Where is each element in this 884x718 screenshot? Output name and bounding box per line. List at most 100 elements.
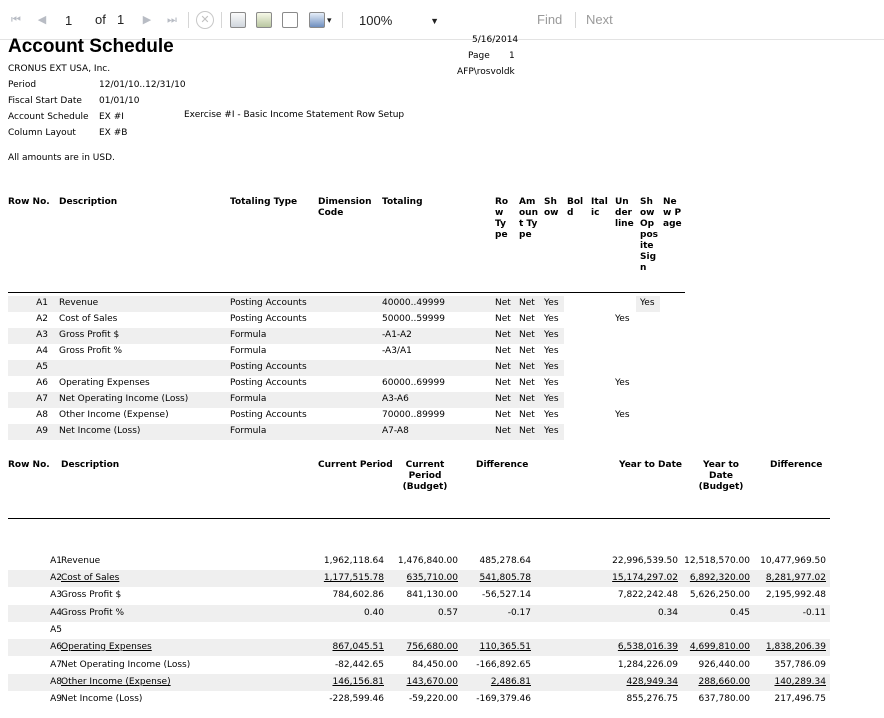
account-schedule-label: Account Schedule — [8, 112, 89, 122]
setup-totaling-type: Posting Accounts — [230, 298, 307, 308]
results-row: A5 — [8, 622, 830, 639]
setup-show: Yes — [544, 314, 559, 324]
results-current-budget: 0.57 — [437, 608, 458, 618]
setup-row-type: Net — [495, 330, 511, 340]
setup-show: Yes — [544, 346, 559, 356]
zoom-select[interactable]: 100% ▼ — [352, 10, 444, 30]
setup-row-no: A1 — [36, 298, 48, 308]
setup-description: Operating Expenses — [59, 378, 150, 388]
results-ytd: 6,538,016.39 — [617, 642, 678, 652]
results-description: Operating Expenses — [61, 642, 152, 652]
setup-description: Other Income (Expense) — [59, 410, 169, 420]
setup-header-rule — [8, 292, 685, 293]
report-title: Account Schedule — [8, 36, 174, 57]
setup-show: Yes — [544, 426, 559, 436]
zoom-dropdown-icon: ▼ — [430, 16, 439, 26]
setup-description: Revenue — [59, 298, 99, 308]
results-description: Revenue — [61, 556, 101, 566]
print-layout-icon[interactable] — [256, 12, 272, 28]
results-header-rule — [8, 518, 830, 519]
results-ytd: 1,284,226.09 — [617, 660, 678, 670]
res-col-current-period: Current Period — [318, 460, 393, 470]
setup-totaling-type: Formula — [230, 426, 267, 436]
setup-totaling: 40000..49999 — [382, 298, 445, 308]
previous-page-icon[interactable]: ◀ — [37, 14, 47, 26]
setup-amount-type: Net — [519, 346, 535, 356]
results-difference: 485,278.64 — [479, 556, 531, 566]
setup-row: A9 Net Income (Loss) Formula A7-A8 Net Net Yes — [8, 424, 564, 440]
last-page-icon[interactable]: ⏭ — [167, 14, 177, 26]
res-col-ytd-budget: Year to Date (Budget) — [698, 460, 744, 492]
results-ytd: 855,276.75 — [626, 694, 678, 704]
results-current-budget: -59,220.00 — [408, 694, 458, 704]
res-col-row-no: Row No. — [8, 460, 50, 470]
results-ytd-budget: 6,892,320.00 — [689, 573, 750, 583]
toolbar-separator — [221, 12, 222, 28]
results-row-no: A7 — [50, 660, 62, 670]
col-show-opposite-sign: Show Opposite Sign — [640, 197, 658, 273]
setup-totaling: -A1-A2 — [382, 330, 412, 340]
results-difference: -166,892.65 — [476, 660, 531, 670]
results-difference: -56,527.14 — [481, 590, 531, 600]
setup-totaling: A7-A8 — [382, 426, 409, 436]
export-icon[interactable] — [309, 12, 325, 28]
results-row-no: A9 — [50, 694, 62, 704]
setup-row-type: Net — [495, 298, 511, 308]
results-ytd-difference: 2,195,992.48 — [765, 590, 826, 600]
period-label: Period — [8, 80, 37, 90]
toolbar-separator — [575, 12, 576, 28]
next-link[interactable]: Next — [586, 12, 613, 27]
find-link[interactable]: Find — [537, 12, 563, 27]
results-row: A4 Gross Profit % 0.40 0.57 -0.17 0.34 0.45 -0.… — [8, 605, 830, 622]
setup-show: Yes — [544, 330, 559, 340]
results-ytd: 22,996,539.50 — [612, 556, 678, 566]
setup-totaling: -A3/A1 — [382, 346, 412, 356]
results-ytd-difference: 8,281,977.02 — [765, 573, 826, 583]
res-col-ytd: Year to Date — [619, 460, 683, 470]
setup-amount-type: Net — [519, 426, 535, 436]
setup-totaling-type: Posting Accounts — [230, 410, 307, 420]
res-col-current-budget: Current Period (Budget) — [402, 460, 448, 492]
page-setup-icon[interactable] — [282, 12, 298, 28]
report-toolbar: ⏮ ◀ 1 of 1 ▶ ⏭ ✕ ▾ 100% ▼ Find Next — [0, 0, 884, 40]
page-number-input[interactable]: 1 — [56, 10, 86, 30]
results-ytd-difference: 10,477,969.50 — [760, 556, 826, 566]
setup-row: A2 Cost of Sales Posting Accounts 50000..59… — [8, 312, 564, 328]
results-ytd-difference: 1,838,206.39 — [765, 642, 826, 652]
setup-amount-type: Net — [519, 410, 535, 420]
col-bold: Bold — [567, 197, 584, 218]
setup-description: Net Income (Loss) — [59, 426, 141, 436]
export-dropdown-icon[interactable]: ▾ — [327, 15, 332, 25]
setup-totaling-type: Posting Accounts — [230, 314, 307, 324]
results-row: A8 Other Income (Expense) 146,156.81 143,67… — [8, 674, 830, 691]
setup-row-type: Net — [495, 394, 511, 404]
report-page: Account Schedule 5/16/2014 Page 1 AFP\ro… — [0, 35, 884, 718]
setup-underline: Yes — [615, 314, 630, 324]
stop-icon[interactable]: ✕ — [196, 11, 214, 29]
results-current-budget: 756,680.00 — [406, 642, 458, 652]
amounts-note: All amounts are in USD. — [8, 153, 115, 163]
setup-row-type: Net — [495, 378, 511, 388]
results-current-period: 146,156.81 — [332, 677, 384, 687]
results-current-budget: 143,670.00 — [406, 677, 458, 687]
first-page-icon[interactable]: ⏮ — [11, 14, 21, 26]
next-page-icon[interactable]: ▶ — [142, 14, 152, 26]
results-description: Net Operating Income (Loss) — [61, 660, 191, 670]
results-ytd-difference: 217,496.75 — [774, 694, 826, 704]
setup-amount-type: Net — [519, 330, 535, 340]
setup-row-no: A3 — [36, 330, 48, 340]
user-id: AFP\rosvoldk — [457, 67, 515, 77]
setup-totaling: 70000..89999 — [382, 410, 445, 420]
setup-row-type: Net — [495, 426, 511, 436]
setup-description: Net Operating Income (Loss) — [59, 394, 189, 404]
setup-row-type: Net — [495, 362, 511, 372]
setup-row: A6 Operating Expenses Posting Accounts 6000… — [8, 376, 564, 392]
results-current-budget: 1,476,840.00 — [397, 556, 458, 566]
setup-show-opposite-sign: Yes — [636, 296, 660, 312]
print-icon[interactable] — [230, 12, 246, 28]
col-totaling-type: Totaling Type — [230, 197, 298, 207]
total-pages: 1 — [117, 12, 125, 27]
company-name: CRONUS EXT USA, Inc. — [8, 64, 111, 74]
results-difference: -169,379.46 — [476, 694, 531, 704]
col-row-type: Row Type — [495, 197, 509, 240]
